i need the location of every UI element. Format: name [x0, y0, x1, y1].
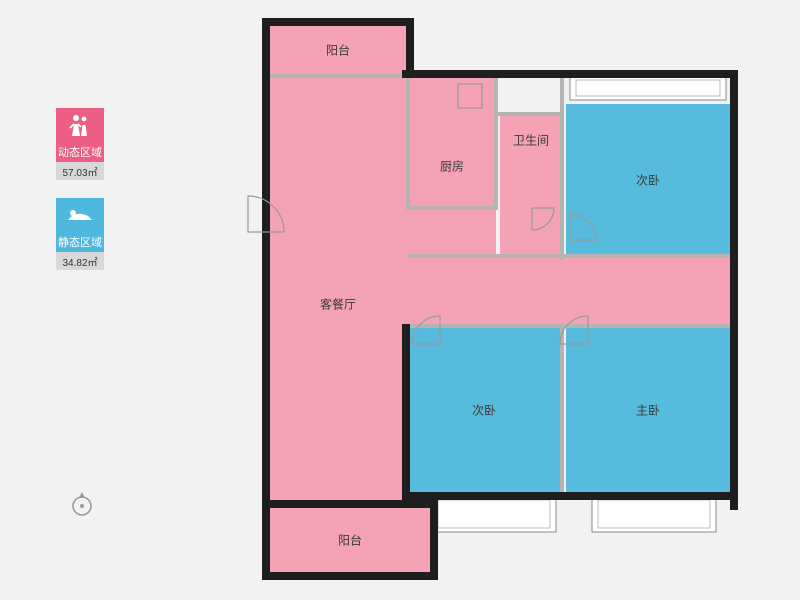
floor-plan: 阳台客餐厅厨房卫生间阳台次卧次卧主卧 — [232, 12, 744, 588]
legend: 动态区域 57.03㎡ 静态区域 34.82㎡ — [56, 108, 104, 288]
legend-static-label: 静态区域 — [56, 232, 104, 252]
legend-dynamic: 动态区域 57.03㎡ — [56, 108, 104, 180]
legend-static: 静态区域 34.82㎡ — [56, 198, 104, 270]
people-icon — [56, 108, 104, 142]
legend-dynamic-value: 57.03㎡ — [56, 162, 104, 180]
legend-static-value: 34.82㎡ — [56, 252, 104, 270]
legend-dynamic-label: 动态区域 — [56, 142, 104, 162]
sleep-icon — [56, 198, 104, 232]
compass-icon — [68, 490, 96, 518]
